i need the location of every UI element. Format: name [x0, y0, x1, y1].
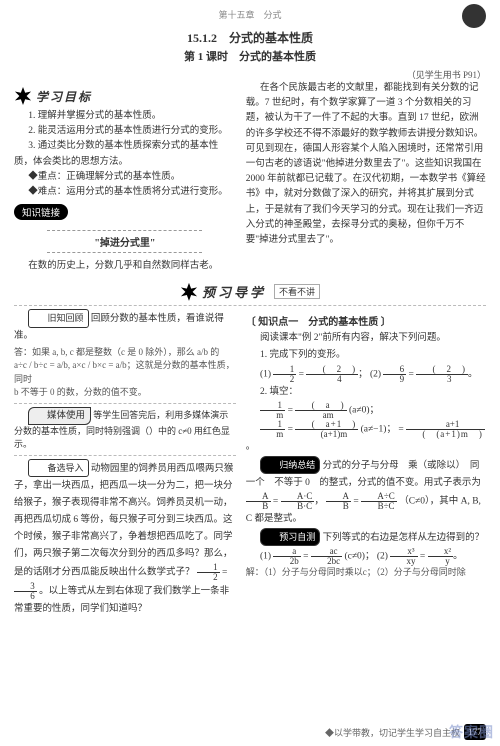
divider: [14, 305, 486, 306]
goal-hard: ◆难点：运用分式的基本性质将分式进行变形。: [14, 185, 236, 200]
frac-half: 12: [197, 563, 220, 582]
alt-intro-lead: 备选导入: [28, 459, 88, 477]
title-block: 15.1.2 分式的基本性质 第 1 课时 分式的基本性质: [14, 29, 486, 64]
page-header: 第十五章 分式: [14, 8, 486, 21]
divider-3: [14, 455, 236, 456]
col-right-bottom: 〔 知识点一 分式的基本性质 〕 阅读课本"例 2"前所有内容，解决下列问题。 …: [246, 309, 486, 618]
page-reference: （见学生用书 P91）: [14, 68, 486, 81]
review-ans-2: a÷c / b÷c = a/b, a×c / b×c = a/b；这就是分数的基…: [14, 359, 236, 386]
kp1-q2a: 1m = ( a )am (a≠0)；: [246, 401, 486, 420]
lesson-title: 第 1 课时 分式的基本性质: [14, 48, 486, 64]
story-title: "掉进分式里": [47, 230, 202, 253]
col-right-top: 在各个民族最古老的文献里，都能找到有关分数的记载。7 世纪时，有个数学家算了一道…: [246, 81, 486, 274]
story-line-2: 在各个民族最古老的文献里，都能找到有关分数的记载。7 世纪时，有个数学家算了一道…: [246, 81, 486, 248]
goals-heading-text: 学习目标: [36, 88, 92, 105]
preview-heading: 预习导学 不看不讲: [14, 282, 486, 301]
kp1-q2b: 1m = ( a+1 )(a+1)m (a≠−1)； = a+1( (a+1)m…: [246, 420, 486, 456]
mascot-icon: [462, 4, 486, 28]
review-ans-3: b 不等于 0 的数，分数的值不变。: [14, 386, 236, 400]
media-block: 媒体使用 等学生回答完后，利用多媒体演示分数的基本性质，同时特别强调（）中的 c…: [14, 407, 236, 452]
story-left: 在数的历史上，分数几乎和自然数同样古老。: [14, 259, 236, 274]
frac-three-sixth: 36: [14, 582, 37, 601]
apply-block: 预习自测 下列等式的右边是怎样从左边得到的？: [246, 528, 486, 547]
col-left-top: 学习目标 1. 理解并掌握分式的基本性质。 2. 能灵活运用分式的基本性质进行分…: [14, 81, 236, 274]
section-number: 15.1.2 分式的基本性质: [14, 29, 486, 46]
goal-2: 2. 能灵活运用分式的基本性质进行分式的变形。: [14, 124, 236, 139]
preview-heading-text: 预习导学: [202, 282, 266, 301]
bottom-columns: 旧知回顾 回顾分数的基本性质，看谁说得准。 答：如果 a, b, c 都是整数（…: [14, 309, 486, 618]
col-left-bottom: 旧知回顾 回顾分数的基本性质，看谁说得准。 答：如果 a, b, c 都是整数（…: [14, 309, 236, 618]
alt-intro-text: 动物园里的饲养员用西瓜喂两只猴子，拿出一块西瓜，把西瓜一块一分为二，把一块分给猴…: [14, 464, 233, 578]
chapter-label: 第十五章 分式: [218, 10, 281, 20]
kp1-q1: 1. 完成下列的变形。: [246, 347, 486, 364]
media-label: 媒体使用: [28, 407, 92, 425]
goals-list: 1. 理解并掌握分式的基本性质。 2. 能灵活运用分式的基本性质进行分式的变形。…: [14, 109, 236, 200]
kp1-label: 〔 知识点一 分式的基本性质 〕: [246, 313, 486, 328]
preview-sub: 不看不讲: [274, 284, 320, 299]
kp1-prompt: 阅读课本"例 2"前所有内容，解决下列问题。: [246, 330, 486, 347]
apply-lead: 预习自测: [260, 528, 320, 546]
alt-intro-tail: 。以上等式从左到右体现了我们数学上一条非常重要的性质，同学们知道吗？: [14, 587, 229, 614]
goal-3: 3. 通过类比分数的基本性质探索分式的基本性质，体会类比的思想方法。: [14, 139, 236, 169]
review-block: 旧知回顾 回顾分数的基本性质，看谁说得准。: [14, 309, 236, 345]
review-lead: 旧知回顾: [28, 309, 88, 327]
summary-lead: 归纳总结: [260, 456, 320, 474]
burst-icon: [14, 87, 32, 105]
goal-1: 1. 理解并掌握分式的基本性质。: [14, 109, 236, 124]
goal-focus: ◆重点：正确理解分式的基本性质。: [14, 170, 236, 185]
top-columns: 学习目标 1. 理解并掌握分式的基本性质。 2. 能灵活运用分式的基本性质进行分…: [14, 81, 486, 274]
apply-ans: 解：（1）分子与分母同时乘以c；（2）分子与分母同时除: [246, 566, 486, 580]
link-pill: 知识链接: [14, 204, 68, 220]
kp1-summary: 归纳总结 分式的分子与分母 乘（或除以） 同一个 不等于 0 的整式，分式的值不…: [246, 456, 486, 528]
footer-motto: ◆以学带教，切记学生学习自主权: [325, 726, 460, 739]
kp1-q2: 2. 填空：: [246, 384, 486, 401]
story-line-1: 在数的历史上，分数几乎和自然数同样古老。: [14, 259, 236, 274]
alt-intro: 备选导入 动物园里的饲养员用西瓜喂两只猴子，拿出一块西瓜，把西瓜一块一分为二，把…: [14, 459, 236, 619]
goals-heading: 学习目标: [14, 87, 236, 105]
burst-icon-2: [180, 283, 198, 301]
watermark: 答案圈: [449, 722, 494, 742]
kp1-q1-items: (1) 12 = ( 2 )4； (2) 69 = ( 2 )3。: [246, 365, 486, 384]
review-ans-1: 答：如果 a, b, c 都是整数（c 是 0 除外），那么 a/b 的: [14, 346, 236, 360]
apply-eqs: (1) a2b = ac2bc (c≠0)； (2) x³xy = x²y。: [246, 547, 486, 566]
divider-2: [14, 403, 236, 404]
